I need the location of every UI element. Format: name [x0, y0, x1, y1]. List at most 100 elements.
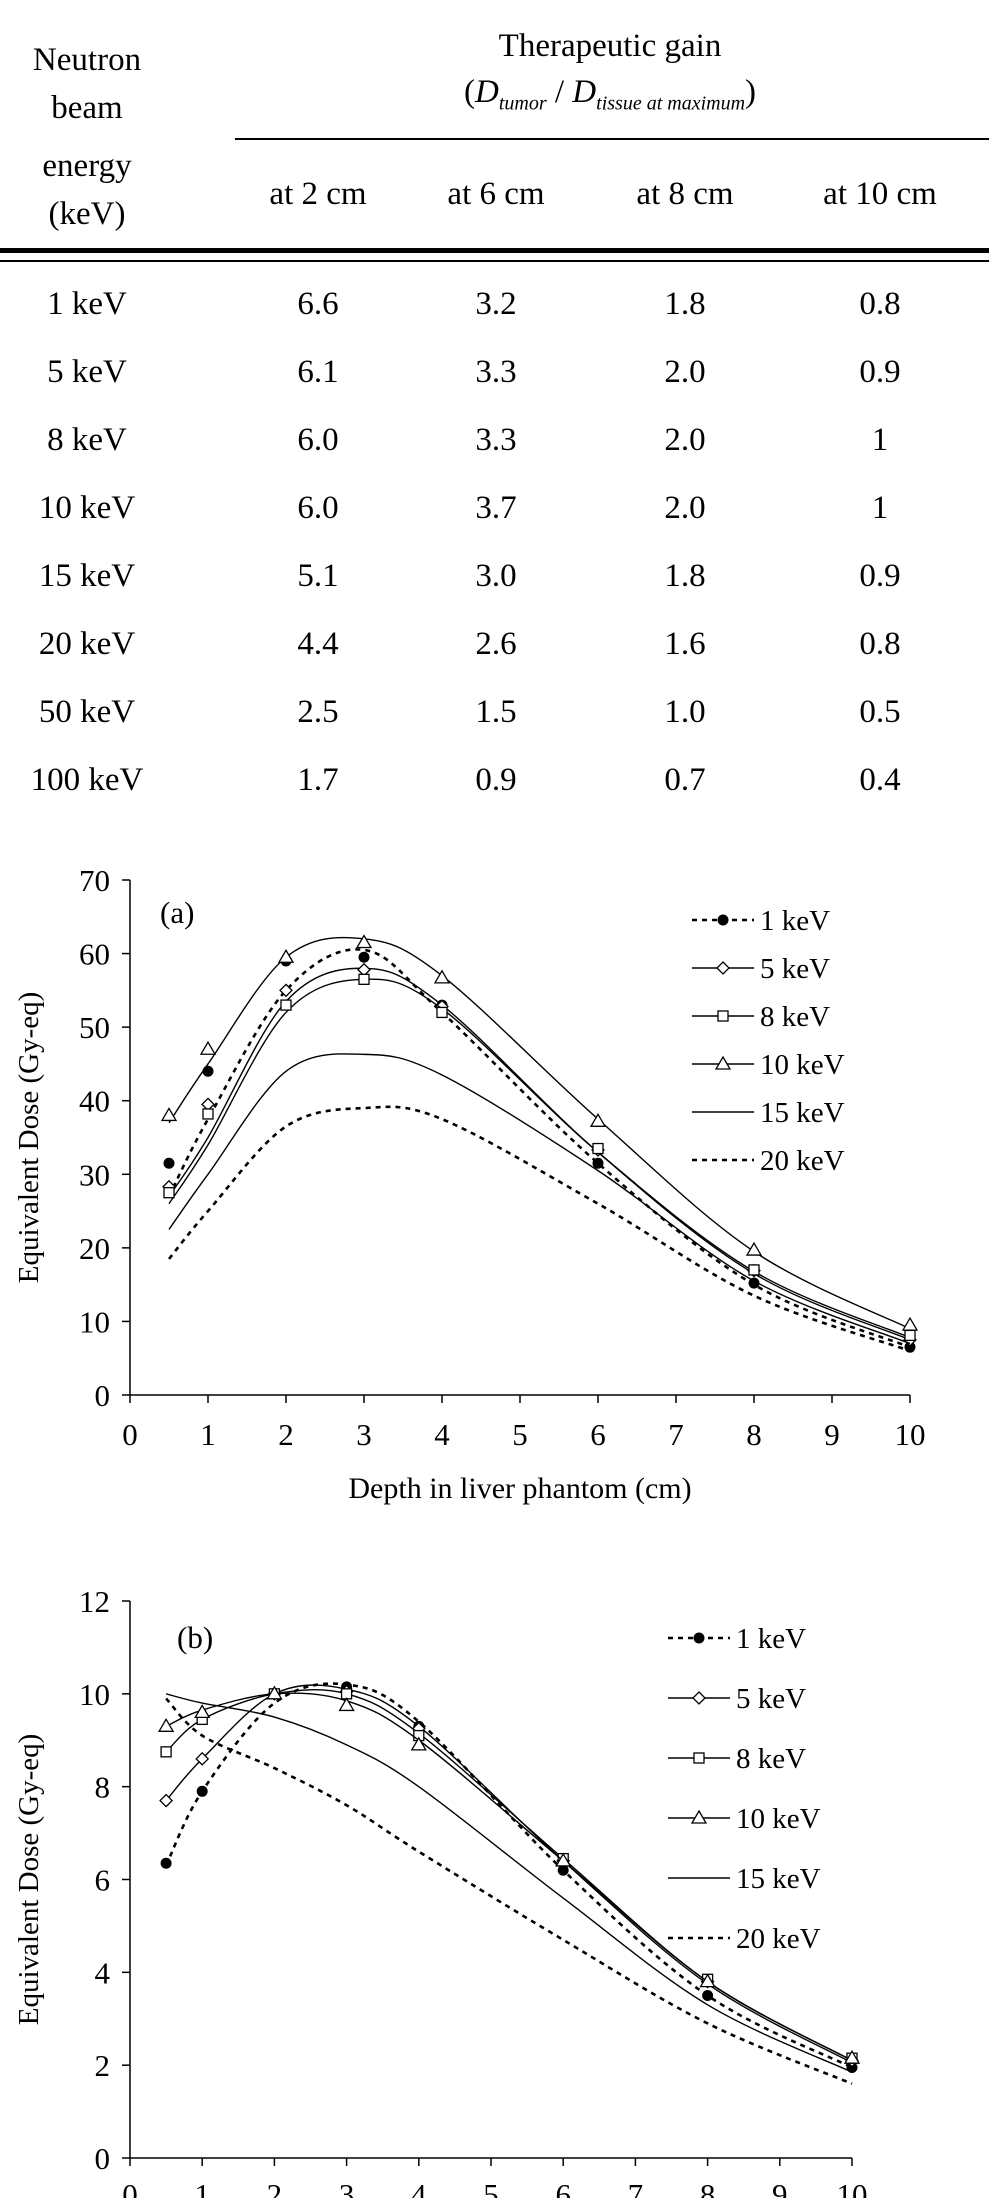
stub-header-line-3: energy — [42, 148, 132, 184]
y-tick-label: 0 — [95, 2141, 111, 2176]
x-tick-label: 8 — [700, 2177, 716, 2198]
series-line — [167, 1105, 911, 1353]
data-point — [194, 1704, 211, 1719]
x-tick-label: 9 — [824, 1417, 840, 1452]
data-point — [699, 1973, 716, 1988]
data-point — [693, 1752, 705, 1764]
table-cell: 1.7 — [297, 762, 339, 798]
table-cell: 0.9 — [859, 558, 901, 594]
table-cell: 1.6 — [664, 626, 706, 662]
x-tick-label: 5 — [512, 1417, 528, 1452]
y-tick-label: 0 — [95, 1378, 111, 1413]
chart-panel-a: 0 10 20 30 40 50 60 70 0 1 2 3 4 5 6 7 8 9 10 Depth in live… — [13, 863, 926, 1505]
data-point — [745, 1241, 763, 1256]
data-point — [160, 1746, 172, 1758]
table-cell: 2.0 — [664, 354, 706, 390]
table-cell: 1.5 — [475, 694, 517, 730]
header-double-rule-thin — [0, 260, 989, 262]
series-15-kev: 15 keV — [165, 1693, 853, 2073]
table-cell: 0.9 — [475, 762, 517, 798]
table-cell: 3.3 — [475, 354, 517, 390]
data-point — [266, 1685, 283, 1700]
stub-header-line-4: (keV) — [48, 196, 126, 232]
table-cell: 3.2 — [475, 286, 517, 322]
data-point — [202, 1108, 214, 1120]
legend-label: 15 keV — [760, 1097, 845, 1129]
x-tick-label: 9 — [772, 2177, 788, 2198]
table-cell: 0.5 — [859, 694, 901, 730]
group-header-formula: (Dtumor / Dtissue at maximum) — [463, 74, 757, 115]
x-tick-label: 1 — [194, 2177, 210, 2198]
column-header: at 8 cm — [636, 176, 734, 212]
table-cell: 3.7 — [475, 490, 517, 526]
table-cell: 6.6 — [297, 286, 339, 322]
table-cell: 2.0 — [664, 422, 706, 458]
x-tick-label: 10 — [895, 1417, 926, 1452]
data-point — [901, 1316, 919, 1331]
y-axis-label: Equivalent Dose (Gy-eq) — [13, 1734, 45, 2026]
table-cell: 0.4 — [859, 762, 901, 798]
data-point — [748, 1277, 760, 1289]
column-header: at 2 cm — [269, 176, 367, 212]
y-tick-label: 6 — [95, 1863, 111, 1898]
x-tick-label: 6 — [590, 1417, 606, 1452]
data-point — [338, 1697, 355, 1712]
data-point — [159, 1793, 174, 1808]
series-line — [168, 1053, 911, 1345]
data-point — [557, 1864, 569, 1876]
table-cell: 1.8 — [664, 286, 706, 322]
table-cell: 1.8 — [664, 558, 706, 594]
data-point — [163, 1157, 175, 1169]
data-point — [358, 951, 370, 963]
legend-label: 10 keV — [736, 1803, 821, 1835]
legend-label: 10 keV — [760, 1049, 845, 1081]
y-tick-label: 10 — [79, 1304, 110, 1339]
data-point — [843, 2049, 861, 2064]
row-energy: 8 keV — [47, 422, 127, 458]
data-point — [355, 934, 373, 949]
data-point — [199, 1040, 217, 1055]
y-tick-label: 8 — [95, 1770, 111, 1805]
group-header-rule — [235, 138, 989, 140]
data-point — [592, 1157, 604, 1169]
series-line — [165, 1693, 853, 2073]
data-point — [436, 1006, 448, 1019]
legend-label: 1 keV — [736, 1623, 806, 1655]
column-header: at 10 cm — [823, 176, 937, 212]
series-10-kev: 10 keV — [157, 1685, 861, 2064]
data-point — [358, 973, 370, 985]
x-tick-label: 3 — [356, 1417, 372, 1452]
data-point — [589, 1113, 607, 1127]
data-point — [160, 1107, 178, 1122]
data-point — [555, 1852, 572, 1867]
data-point — [702, 1990, 714, 2002]
row-energy: 1 keV — [47, 286, 127, 322]
series-8-kev: 8 keV — [163, 973, 916, 1342]
table-cell: 0.8 — [859, 286, 901, 322]
x-tick-label: 0 — [122, 1417, 138, 1452]
legend-label: 20 keV — [760, 1145, 845, 1177]
stub-header-line-2: beam — [51, 90, 123, 126]
legend-label: 15 keV — [736, 1863, 821, 1895]
series-line — [165, 1697, 853, 2085]
table-cell: 3.0 — [475, 558, 517, 594]
table-cell: 2.6 — [475, 626, 517, 662]
data-point — [202, 1065, 214, 1077]
x-tick-label: 0 — [122, 2177, 138, 2198]
stub-header-line-1: Neutron — [32, 42, 142, 78]
row-energy: 100 keV — [30, 762, 144, 798]
data-point — [717, 1010, 729, 1022]
table-cell: 3.3 — [475, 422, 517, 458]
row-energy: 15 keV — [38, 558, 136, 594]
data-point — [280, 999, 292, 1011]
x-tick-label: 6 — [555, 2177, 571, 2198]
x-tick-label: 2 — [278, 1417, 294, 1452]
data-point — [716, 961, 730, 975]
row-energy: 20 keV — [38, 626, 136, 662]
data-point — [195, 1751, 210, 1766]
data-point — [163, 1187, 175, 1199]
data-point — [717, 914, 729, 926]
data-point — [692, 1691, 706, 1705]
